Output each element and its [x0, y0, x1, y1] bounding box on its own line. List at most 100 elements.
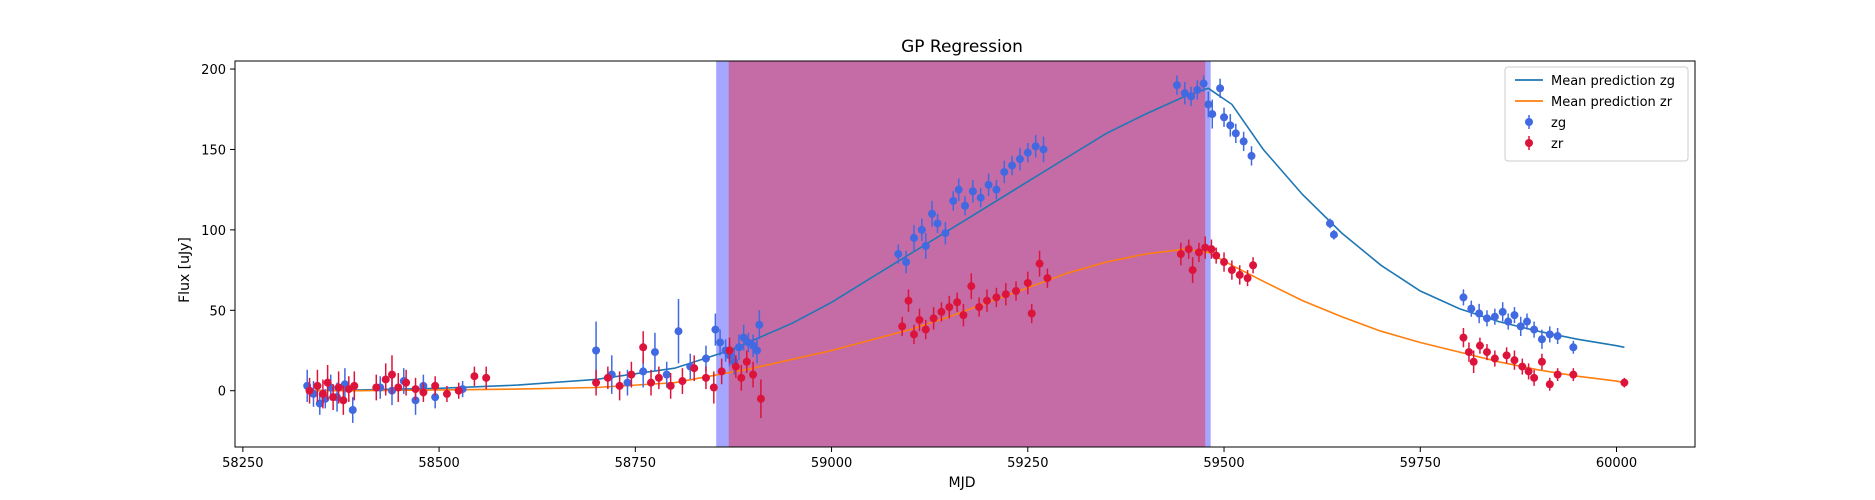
data-point [411, 385, 420, 394]
data-point [1326, 219, 1334, 228]
legend-label: zg [1551, 116, 1566, 131]
shaded-region-0 [716, 61, 1211, 447]
series-line-zg [305, 87, 1625, 392]
data-point [1545, 330, 1554, 339]
y-axis-label: Flux [uJy] [177, 237, 193, 303]
x-tick-label: 59000 [811, 456, 852, 471]
data-point [339, 396, 348, 405]
data-point [1194, 248, 1203, 257]
data-point [1502, 351, 1511, 360]
data-point [756, 394, 765, 403]
data-point [953, 298, 962, 307]
data-point [623, 378, 632, 387]
x-tick-label: 59500 [1203, 456, 1244, 471]
data-points [303, 75, 1629, 423]
legend-marker-swatch [1525, 139, 1533, 147]
data-point [717, 367, 726, 376]
data-point [1216, 84, 1225, 93]
data-point [1537, 357, 1546, 366]
data-point [323, 378, 332, 387]
chart-title: GP Regression [901, 37, 1023, 57]
data-point [1043, 274, 1052, 283]
data-point [615, 381, 624, 390]
x-tick-label: 58250 [222, 456, 263, 471]
plot-frame [234, 60, 1696, 448]
legend-entry-mean-prediction-zg: Mean prediction zg [1515, 74, 1675, 89]
legend-box [1504, 66, 1689, 162]
data-point [1524, 367, 1533, 376]
plot-area [303, 61, 1629, 447]
data-point [482, 373, 491, 382]
data-point [755, 320, 764, 329]
data-point [701, 373, 710, 382]
data-point [402, 378, 411, 387]
data-point [731, 362, 740, 371]
data-point [1518, 362, 1527, 371]
data-point [1243, 274, 1252, 283]
data-point [1475, 309, 1484, 318]
y-tick-label: 200 [201, 63, 226, 78]
data-point [975, 303, 984, 312]
data-point [933, 219, 942, 228]
data-point [1008, 161, 1017, 170]
data-point [1193, 85, 1202, 94]
data-point [1220, 113, 1229, 122]
data-point [1199, 79, 1208, 88]
data-point [992, 293, 1001, 302]
data-point [1001, 290, 1010, 299]
data-point [394, 383, 403, 392]
data-point [1490, 312, 1499, 321]
y-tick-label: 0 [218, 385, 226, 400]
data-point [711, 325, 720, 334]
data-point [1504, 317, 1513, 326]
data-point [654, 373, 663, 382]
x-tick-label: 59250 [1007, 456, 1048, 471]
y-tick-label: 100 [201, 224, 226, 239]
data-point [1227, 266, 1236, 275]
data-point [1247, 151, 1256, 160]
data-point [639, 367, 648, 376]
data-point [1188, 266, 1197, 275]
data-point [1226, 121, 1235, 130]
x-tick-label: 59750 [1400, 456, 1441, 471]
data-point [902, 258, 911, 267]
data-point [387, 370, 396, 379]
legend-marker-swatch [1525, 118, 1533, 126]
data-point [1523, 317, 1532, 326]
data-point [1475, 341, 1484, 350]
data-point [1031, 142, 1040, 151]
data-point [716, 338, 725, 347]
data-point [305, 386, 314, 395]
data-point [1172, 81, 1181, 90]
data-point [1000, 167, 1009, 176]
data-point [1490, 354, 1499, 363]
data-point [1039, 145, 1048, 154]
legend-label: Mean prediction zg [1551, 74, 1675, 89]
data-point [1569, 370, 1578, 379]
data-point [725, 346, 734, 355]
data-point [749, 370, 758, 379]
data-point [313, 381, 322, 390]
data-point [929, 314, 938, 323]
legend: Mean prediction zg Mean prediction zr zg zr [1504, 66, 1689, 162]
data-point [1027, 309, 1036, 318]
data-point [1530, 325, 1539, 334]
data-point [945, 303, 954, 312]
data-point [1023, 148, 1032, 157]
data-point [937, 307, 946, 316]
data-point [592, 378, 601, 387]
x-tick-label: 58500 [418, 456, 459, 471]
shaded-region-1 [728, 61, 1206, 447]
data-point [949, 196, 958, 205]
data-point [1212, 251, 1221, 260]
data-point [1469, 357, 1478, 366]
data-point [1204, 100, 1213, 109]
data-point [1220, 258, 1229, 267]
data-point [419, 388, 428, 397]
y-tick-label: 50 [209, 304, 226, 319]
data-point [928, 209, 937, 218]
data-point [968, 187, 977, 196]
data-point [1180, 89, 1189, 98]
legend-label: zr [1551, 137, 1564, 152]
